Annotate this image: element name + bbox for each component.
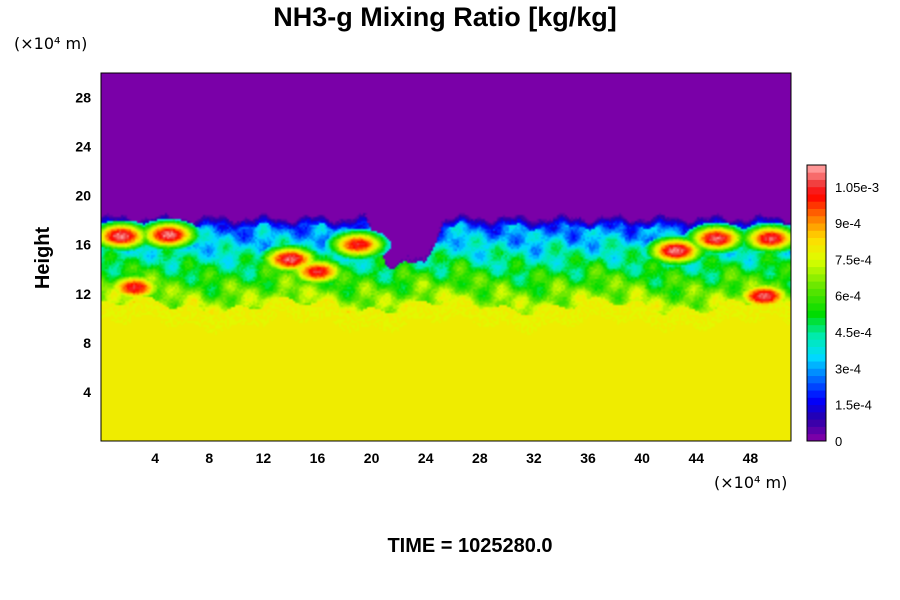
colorbar-segment [807,397,826,406]
colorbar-segment [807,266,826,275]
x-tick-label: 12 [256,450,272,466]
colorbar-segment [807,303,826,311]
colorbar-segment [807,201,826,209]
colorbar-segment [807,252,826,260]
colorbar-segment [807,295,826,304]
y-tick-label: 8 [83,335,91,351]
colorbar-label: 9e-4 [835,216,861,231]
colorbar-segment [807,223,826,231]
colorbar-segment [807,288,826,297]
colorbar-label: 3e-4 [835,361,861,376]
colorbar-segment [807,368,826,377]
colorbar-frame [806,164,827,442]
colorbar-segment [807,215,826,224]
colorbar-segment [807,186,826,195]
plot-area [100,72,792,442]
colorbar-segment [807,426,826,435]
plot-frame [100,72,792,442]
x-tick-label: 36 [580,450,596,466]
x-tick-label: 4 [151,450,159,466]
time-label: TIME = 1025280.0 [387,535,552,557]
x-tick-label: 16 [310,450,326,466]
colorbar-segment [807,179,826,188]
colorbar-segment [807,317,826,326]
colorbar-segment [807,172,826,180]
colorbar-label: 0 [835,434,842,449]
colorbar-segment [807,419,826,427]
colorbar-segment [807,353,826,362]
x-tick-label: 8 [205,450,213,466]
x-tick-label: 40 [634,450,650,466]
x-tick-label: 24 [418,450,434,466]
y-axis: 4 8 12 16 20 24 28 [75,90,91,400]
colorbar-label: 4.5e-4 [835,325,872,340]
colorbar-segment [807,339,826,347]
colorbar-segment [807,273,826,282]
x-unit-label: (×10⁴ m) [714,473,787,492]
colorbar-segment [807,411,826,420]
colorbar-segment [807,382,826,391]
colorbar-segment [807,237,826,246]
colorbar-segment [807,259,826,268]
colorbar-segment [807,208,826,217]
x-axis: 4 8 12 16 20 24 28 32 36 40 44 48 [151,450,758,466]
x-tick-label: 44 [689,450,705,466]
colorbar-label: 7.5e-4 [835,252,872,267]
colorbar-segment [807,404,826,413]
colorbar-segment [807,281,826,289]
chart-title: NH3-g Mixing Ratio [kg/kg] [273,2,617,32]
colorbar-label: 1.5e-4 [835,398,872,413]
colorbar-label: 1.05e-3 [835,180,879,195]
colorbar-segment [807,310,826,318]
colorbar-label: 6e-4 [835,289,861,304]
colorbar-segment [807,390,826,398]
colorbar-segment [807,346,826,355]
x-tick-label: 28 [472,450,488,466]
colorbar-segment [807,324,826,333]
y-tick-label: 12 [75,286,91,302]
colorbar-segment [807,332,826,340]
y-tick-label: 4 [83,384,91,400]
y-tick-label: 16 [75,237,91,253]
x-tick-label: 32 [526,450,542,466]
y-tick-label: 20 [75,188,91,204]
heatmap-field [101,73,791,441]
colorbar: 0 1.5e-4 3e-4 4.5e-4 6e-4 7.5e-4 9e-4 1.05e-3 [806,164,879,449]
colorbar-segment [807,433,826,442]
y-unit-label: (×10⁴ m) [14,34,87,53]
y-axis-label: Height [32,227,54,290]
x-tick-label: 48 [743,450,759,466]
colorbar-segment [807,361,826,369]
x-tick-label: 20 [364,450,380,466]
colorbar-segment [807,165,826,173]
colorbar-segment [807,230,826,239]
colorbar-segment [807,375,826,384]
y-tick-label: 28 [75,90,91,106]
colorbar-segment [807,244,826,253]
y-tick-label: 24 [75,139,91,155]
colorbar-segment [807,194,826,202]
